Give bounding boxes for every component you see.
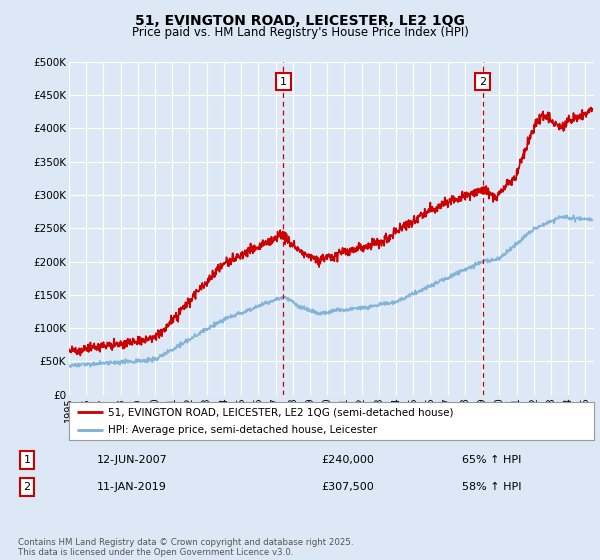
Text: £240,000: £240,000 [322,455,374,465]
Text: 65% ↑ HPI: 65% ↑ HPI [463,455,521,465]
Text: 51, EVINGTON ROAD, LEICESTER, LE2 1QG (semi-detached house): 51, EVINGTON ROAD, LEICESTER, LE2 1QG (s… [109,407,454,417]
Text: 58% ↑ HPI: 58% ↑ HPI [462,482,522,492]
Text: £307,500: £307,500 [322,482,374,492]
Text: 2: 2 [479,77,486,87]
Text: 12-JUN-2007: 12-JUN-2007 [97,455,167,465]
Text: Price paid vs. HM Land Registry's House Price Index (HPI): Price paid vs. HM Land Registry's House … [131,26,469,39]
Text: 1: 1 [23,455,31,465]
Text: Contains HM Land Registry data © Crown copyright and database right 2025.
This d: Contains HM Land Registry data © Crown c… [18,538,353,557]
Text: 51, EVINGTON ROAD, LEICESTER, LE2 1QG: 51, EVINGTON ROAD, LEICESTER, LE2 1QG [135,14,465,28]
Text: 2: 2 [23,482,31,492]
Text: HPI: Average price, semi-detached house, Leicester: HPI: Average price, semi-detached house,… [109,425,377,435]
Text: 1: 1 [280,77,287,87]
Text: 11-JAN-2019: 11-JAN-2019 [97,482,167,492]
